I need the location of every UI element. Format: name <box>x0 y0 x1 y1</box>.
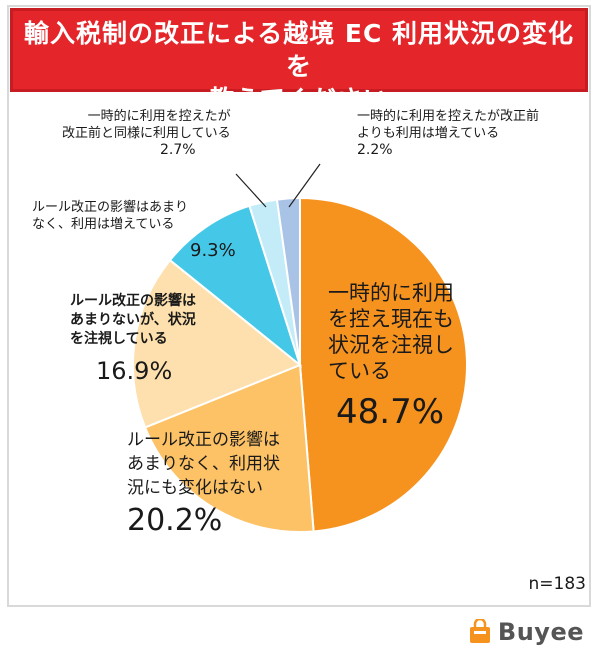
leader-line-same <box>235 173 267 208</box>
buyee-logo-icon <box>469 619 490 643</box>
label-main-line-4: ている <box>328 359 391 383</box>
label-more-line-2: よりも利用は増えている <box>357 126 500 141</box>
label-no-change-pct: 20.2% <box>127 503 223 538</box>
label-watch-line-1: ルール改正の影響は <box>70 293 196 309</box>
slice-increased <box>168 204 302 368</box>
sample-size: n=183 <box>528 574 586 594</box>
leader-line-more <box>288 163 321 208</box>
slice-main <box>299 196 468 533</box>
label-no-change-line-2: あまりなく、利用状 <box>127 454 280 474</box>
label-watch-line-3: を注視している <box>70 331 168 347</box>
slice-more <box>275 196 301 366</box>
title-line-1: 輸入税制の改正による越境 EC 利用状況の変化を <box>23 19 575 81</box>
slice-no-change <box>143 363 315 533</box>
title-line-2: 教えてください <box>208 85 389 114</box>
label-more: 一時的に利用を控えたが改正前 よりも利用は増えている 2.2% <box>357 108 539 159</box>
label-no-change: ルール改正の影響は あまりなく、利用状 況にも変化はない 20.2% <box>127 428 280 540</box>
label-no-change-line-1: ルール改正の影響は <box>127 430 280 450</box>
label-same-pct: 2.7% <box>160 142 196 158</box>
label-increased-line-2: なく、利用は増えている <box>32 217 175 232</box>
label-same-line-1: 一時的に利用を控えたが <box>87 109 231 124</box>
label-main-pct: 48.7% <box>336 392 445 432</box>
label-no-change-line-3: 況にも変化はない <box>127 478 263 498</box>
label-watch-line-2: あまりないが、状況 <box>70 312 196 328</box>
label-main: 一時的に利用 を控え現在も 状況を注視し ている 48.7% <box>328 280 454 434</box>
slice-watch <box>132 258 302 429</box>
label-more-line-1: 一時的に利用を控えたが改正前 <box>357 109 540 124</box>
label-watch: ルール改正の影響は あまりないが、状況 を注視している 16.9% <box>70 292 196 387</box>
label-main-line-1: 一時的に利用 <box>328 281 454 305</box>
leader-lines <box>235 163 321 208</box>
brand-name: Buyee <box>497 618 584 646</box>
label-increased: ルール改正の影響はあまり なく、利用は増えている <box>32 199 188 233</box>
label-watch-pct: 16.9% <box>96 357 173 385</box>
label-increased-line-1: ルール改正の影響はあまり <box>32 200 189 215</box>
brand-logo: Buyee <box>468 618 584 646</box>
label-more-pct: 2.2% <box>357 142 393 158</box>
label-same-line-2: 改正前と同様に利用している <box>62 126 231 141</box>
label-increased-pct: 9.3% <box>190 240 236 261</box>
chart-title: 輸入税制の改正による越境 EC 利用状況の変化を 教えてください <box>10 8 588 114</box>
label-same: 一時的に利用を控えたが 改正前と同様に利用している 2.7% <box>62 108 231 159</box>
label-main-line-2: を控え現在も <box>328 307 454 331</box>
label-main-line-3: 状況を注視し <box>328 333 454 357</box>
pie-slices <box>132 196 468 533</box>
